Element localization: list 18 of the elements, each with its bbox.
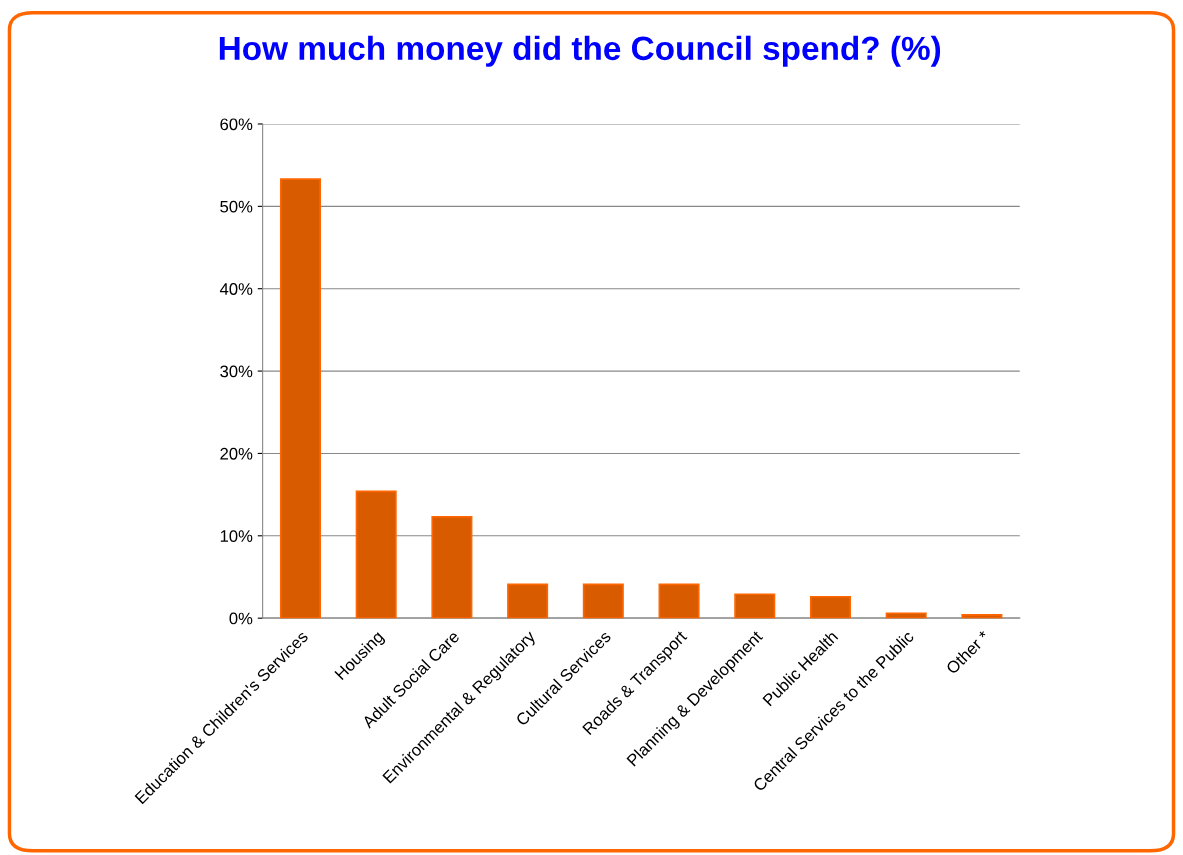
bar: [658, 583, 700, 619]
bar: [734, 593, 776, 619]
bar: [279, 178, 322, 619]
y-tick-label: 10%: [220, 530, 253, 542]
y-tick-label: 40%: [219, 283, 253, 295]
bar: [809, 595, 851, 619]
y-tick-label: 50%: [220, 200, 253, 213]
y-tick-label: 60%: [220, 118, 253, 131]
bar: [961, 614, 1003, 619]
bar: [355, 490, 397, 619]
y-tick-label: 30%: [220, 365, 253, 378]
bar: [885, 612, 927, 619]
y-tick-label: 0%: [229, 612, 253, 625]
y-tick-label: 20%: [220, 447, 253, 460]
bar: [507, 583, 549, 619]
bar: [431, 516, 473, 619]
bar: [582, 583, 624, 619]
chart-title: How much money did the Council spend? (%): [219, 35, 941, 67]
